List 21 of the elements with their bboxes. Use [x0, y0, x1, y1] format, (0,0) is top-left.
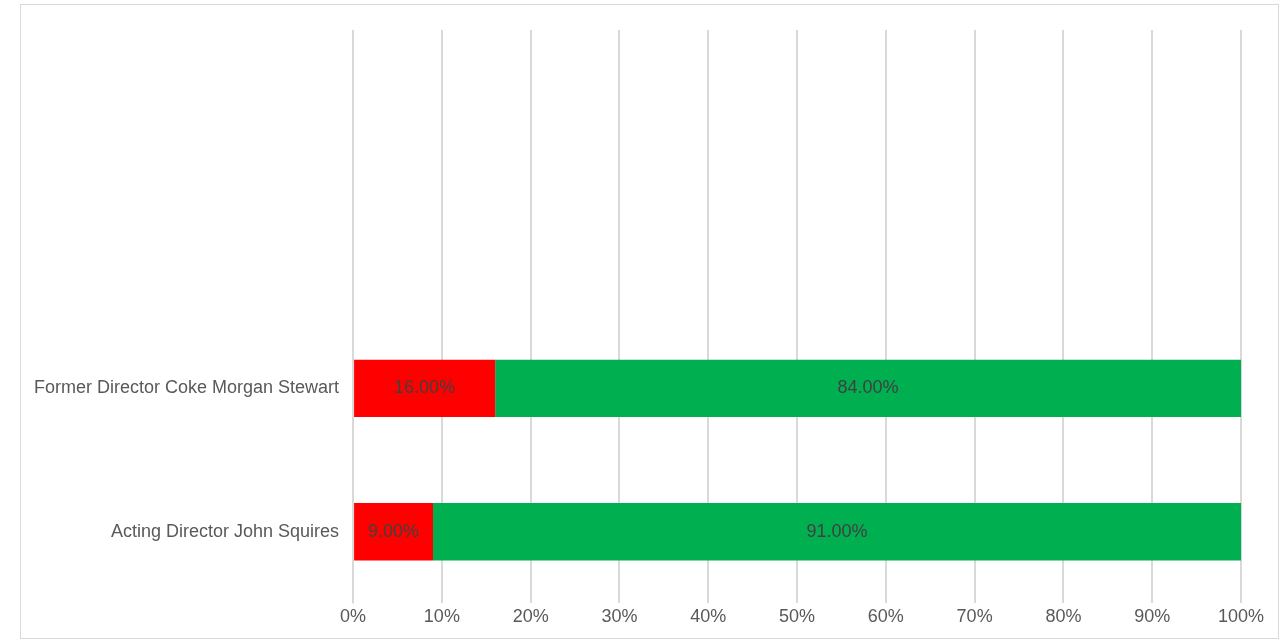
x-tick-label: 20%	[512, 606, 549, 627]
bar	[495, 359, 1241, 418]
data-label: 9.00%	[368, 520, 420, 541]
x-tick-label: 60%	[867, 606, 904, 627]
data-label: 91.00%	[806, 520, 868, 541]
x-tick-label: 40%	[690, 606, 727, 627]
x-tick-label: 50%	[779, 606, 816, 627]
y-tick-label: Acting Director John Squires	[110, 520, 340, 541]
data-label: 16.00%	[394, 377, 456, 398]
x-tick-label: 10%	[423, 606, 460, 627]
y-tick-label: Former Director Coke Morgan Stewart	[33, 377, 340, 398]
bar	[354, 503, 433, 561]
x-tick-label: 70%	[956, 606, 993, 627]
x-tick-label: 80%	[1045, 606, 1082, 627]
x-tick-label: 100%	[1217, 606, 1265, 627]
x-tick-label: 0%	[340, 606, 367, 627]
data-label: 84.00%	[837, 377, 899, 398]
bar	[433, 503, 1241, 561]
bar	[354, 359, 496, 418]
x-tick-label: 90%	[1134, 606, 1171, 627]
x-tick-label: 30%	[601, 606, 638, 627]
